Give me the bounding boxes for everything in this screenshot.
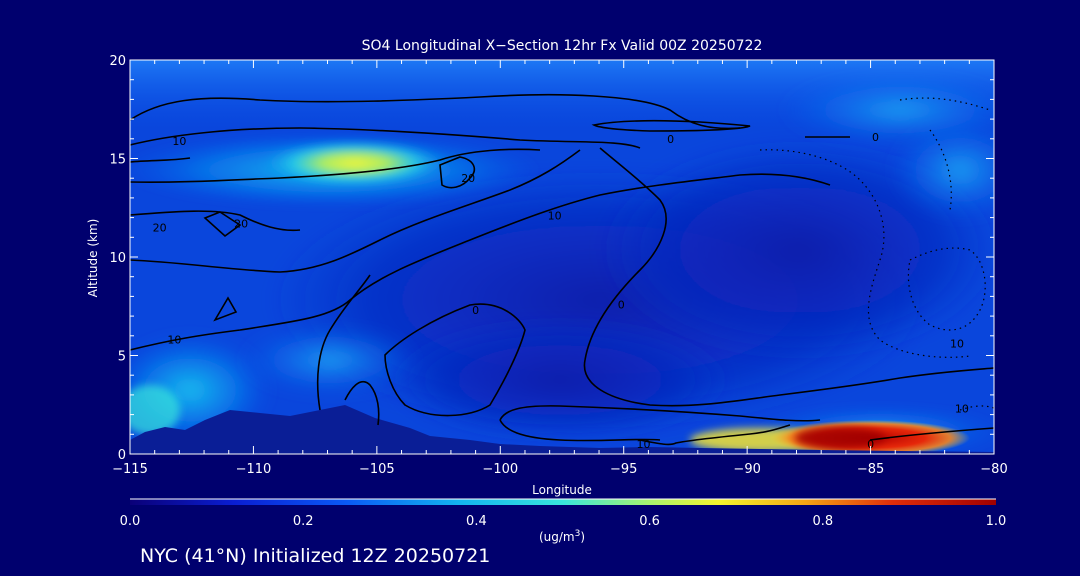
colorbar-tick-label: 1.0: [986, 514, 1007, 529]
contour-label: 10: [636, 438, 650, 451]
x-tick-label: −105: [359, 462, 395, 477]
init-label: NYC (41°N) Initialized 12Z 20250721: [140, 545, 490, 567]
colorbar-ticks: 0.0 0.2 0.4 0.6 0.8 1.0: [120, 514, 1007, 529]
contour-lines: [130, 93, 994, 446]
contour-label: 10: [172, 135, 186, 148]
contour-label: 0: [872, 131, 879, 144]
contour-label: 0: [618, 298, 625, 311]
x-tick-label: −100: [482, 462, 518, 477]
y-tick-label: 0: [118, 448, 126, 463]
contour-label: 0: [667, 133, 674, 146]
contour-label: 20: [153, 221, 167, 234]
colorbar-tick-label: 0.6: [639, 514, 660, 529]
y-tick-label: 15: [109, 153, 126, 168]
y-tick-label: 10: [109, 251, 126, 266]
contour-label: 10: [167, 334, 181, 347]
colorbar-tick-label: 0.8: [812, 514, 833, 529]
upper-plume: [260, 139, 450, 187]
x-tick-label: −95: [610, 462, 637, 477]
terrain-mask: [130, 405, 994, 454]
colorbar: [130, 499, 996, 505]
y-tick-label: 5: [118, 350, 126, 365]
contour-label: 20: [461, 172, 475, 185]
contour-label: 10: [950, 338, 964, 351]
x-axis: −115 −110 −105 −100 −95 −90 −85 −80: [112, 60, 1008, 477]
x-tick-label: −115: [112, 462, 148, 477]
contour-labels: 10 20 10 20 20 10 0 0 0 0 10 0 10 10: [153, 131, 969, 451]
x-tick-label: −80: [980, 462, 1007, 477]
concentration-field: [130, 60, 994, 454]
x-tick-label: −90: [733, 462, 760, 477]
colorbar-tick-label: 0.0: [120, 514, 141, 529]
y-axis: 0 5 10 15 20: [109, 54, 994, 463]
colorbar-units: (ug/m3): [539, 529, 585, 544]
contour-label: 10: [955, 403, 969, 416]
x-tick-label: −85: [857, 462, 884, 477]
contour-label: 10: [548, 210, 562, 223]
contour-label: 0: [867, 438, 874, 451]
chart-title: SO4 Longitudinal X−Section 12hr Fx Valid…: [362, 38, 763, 54]
colorbar-tick-label: 0.4: [466, 514, 487, 529]
contour-label: 0: [472, 304, 479, 317]
colorbar-tick-label: 0.2: [293, 514, 314, 529]
y-tick-label: 20: [109, 54, 126, 69]
contour-label: 20: [234, 218, 248, 231]
y-axis-label: Altitude (km): [86, 219, 100, 298]
x-tick-label: −110: [236, 462, 272, 477]
x-axis-label: Longitude: [532, 483, 592, 497]
